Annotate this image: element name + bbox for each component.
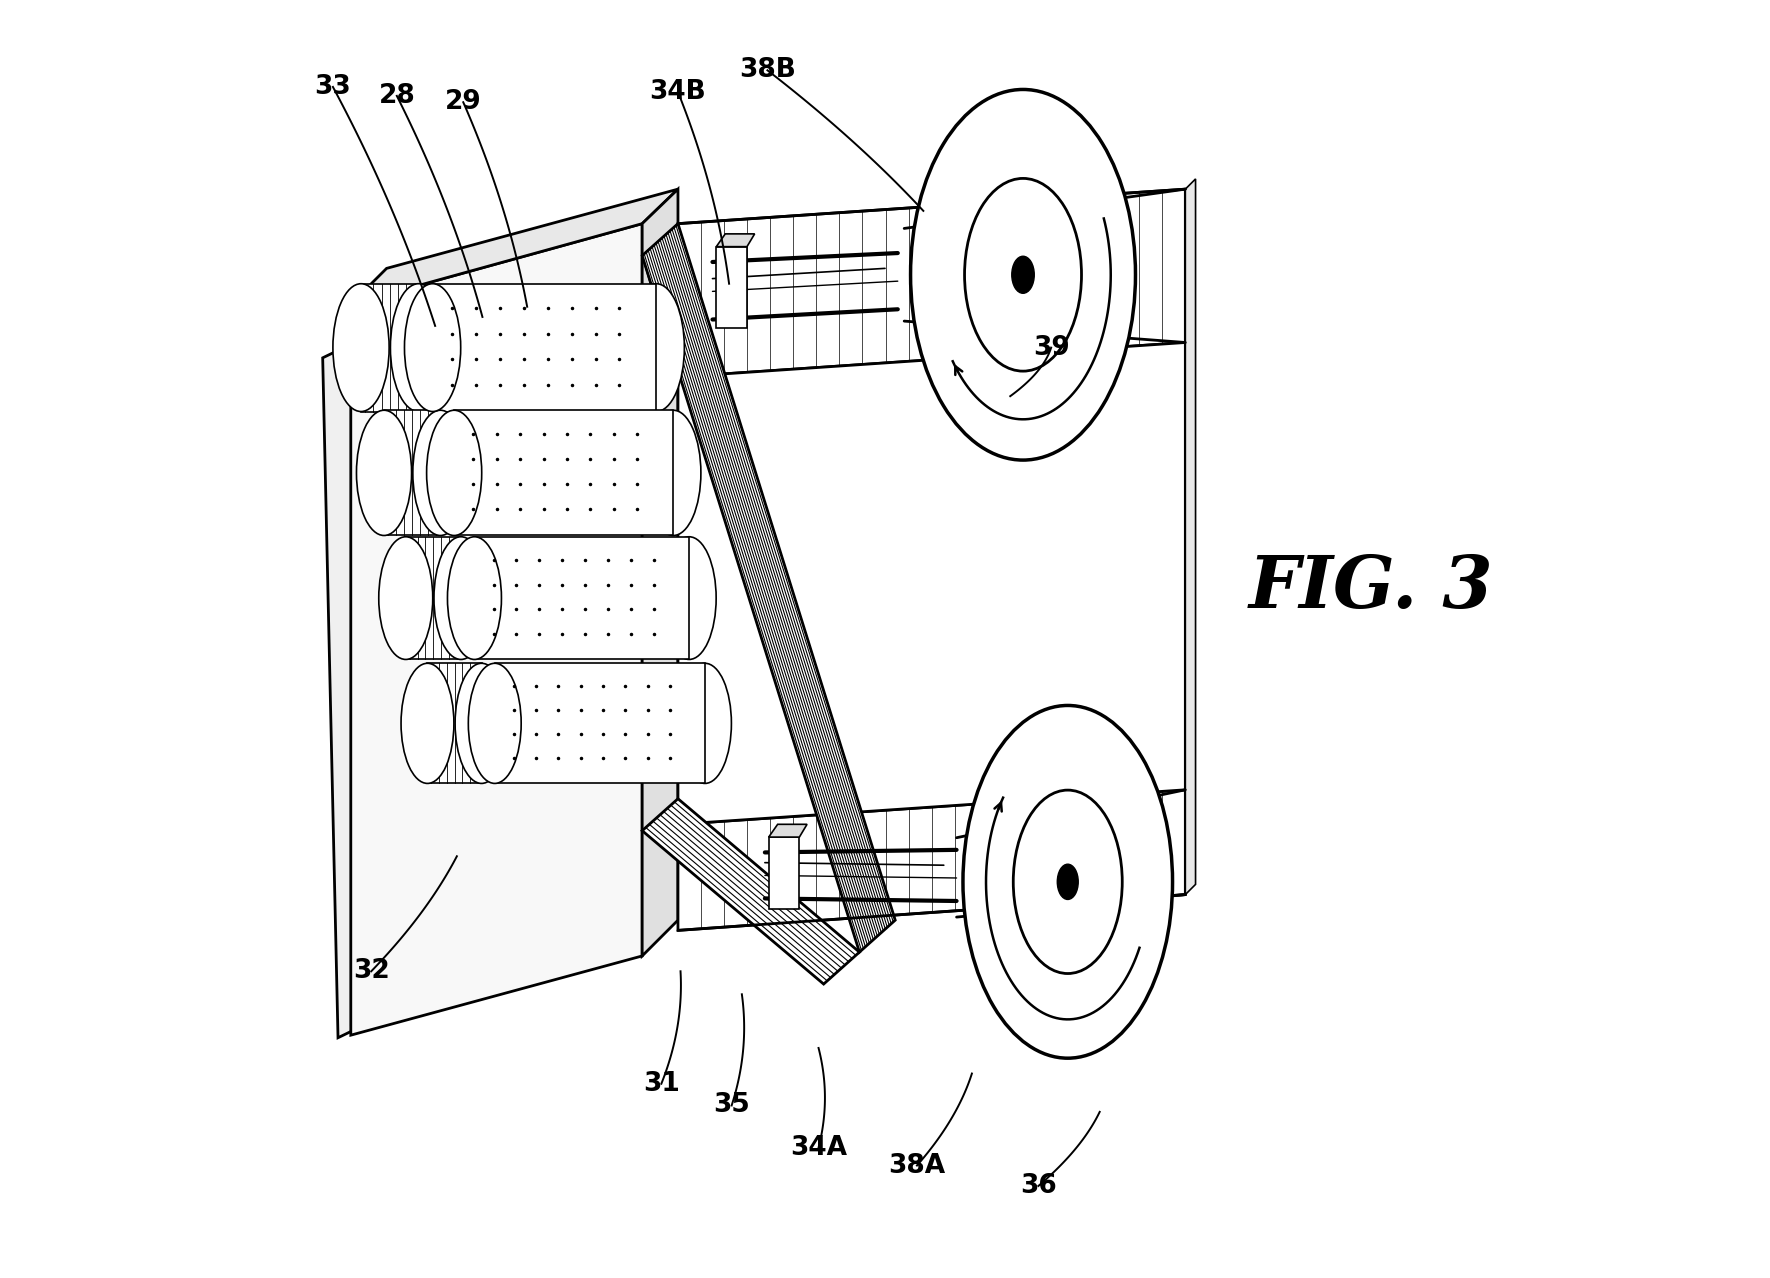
Ellipse shape [405, 284, 460, 412]
Ellipse shape [333, 284, 389, 412]
Ellipse shape [434, 537, 489, 659]
Text: 29: 29 [444, 89, 481, 115]
Polygon shape [474, 537, 689, 659]
Ellipse shape [1012, 257, 1034, 294]
Polygon shape [678, 343, 1186, 824]
Ellipse shape [356, 410, 412, 535]
Polygon shape [678, 189, 1186, 377]
Ellipse shape [379, 537, 432, 659]
Polygon shape [643, 189, 678, 956]
Polygon shape [350, 224, 643, 1035]
Ellipse shape [965, 179, 1081, 371]
Ellipse shape [402, 663, 453, 783]
Text: 38B: 38B [740, 58, 797, 83]
Text: 38A: 38A [889, 1153, 945, 1178]
Polygon shape [768, 837, 800, 909]
Polygon shape [643, 799, 860, 984]
Ellipse shape [427, 410, 481, 535]
Ellipse shape [910, 89, 1136, 460]
Text: FIG. 3: FIG. 3 [1248, 552, 1492, 624]
Ellipse shape [1057, 864, 1078, 900]
Polygon shape [432, 284, 657, 412]
Ellipse shape [662, 537, 717, 659]
Text: 39: 39 [1032, 335, 1069, 360]
Polygon shape [350, 189, 678, 304]
Polygon shape [643, 224, 896, 952]
Text: 34B: 34B [650, 79, 706, 105]
Polygon shape [428, 663, 481, 783]
Ellipse shape [455, 663, 508, 783]
Polygon shape [384, 410, 441, 535]
Polygon shape [350, 294, 492, 1026]
Polygon shape [643, 224, 678, 377]
Polygon shape [361, 284, 418, 412]
Polygon shape [405, 537, 460, 659]
Text: 28: 28 [379, 83, 416, 109]
Text: 31: 31 [643, 1071, 680, 1097]
Polygon shape [768, 824, 807, 837]
Text: 36: 36 [1020, 1173, 1057, 1199]
Polygon shape [717, 234, 754, 247]
Polygon shape [496, 663, 704, 783]
Ellipse shape [678, 663, 731, 783]
Ellipse shape [412, 410, 467, 535]
Ellipse shape [628, 284, 685, 412]
Ellipse shape [391, 284, 446, 412]
Text: 35: 35 [713, 1093, 750, 1118]
Text: 33: 33 [315, 74, 350, 100]
Text: 34A: 34A [789, 1135, 848, 1160]
Polygon shape [322, 279, 501, 1038]
Ellipse shape [963, 705, 1172, 1058]
Ellipse shape [448, 537, 501, 659]
Ellipse shape [646, 410, 701, 535]
Polygon shape [678, 790, 1186, 930]
Text: 32: 32 [352, 958, 389, 984]
Polygon shape [717, 247, 747, 328]
Polygon shape [455, 410, 673, 535]
Polygon shape [1186, 179, 1195, 895]
Ellipse shape [1012, 790, 1122, 974]
Ellipse shape [469, 663, 520, 783]
